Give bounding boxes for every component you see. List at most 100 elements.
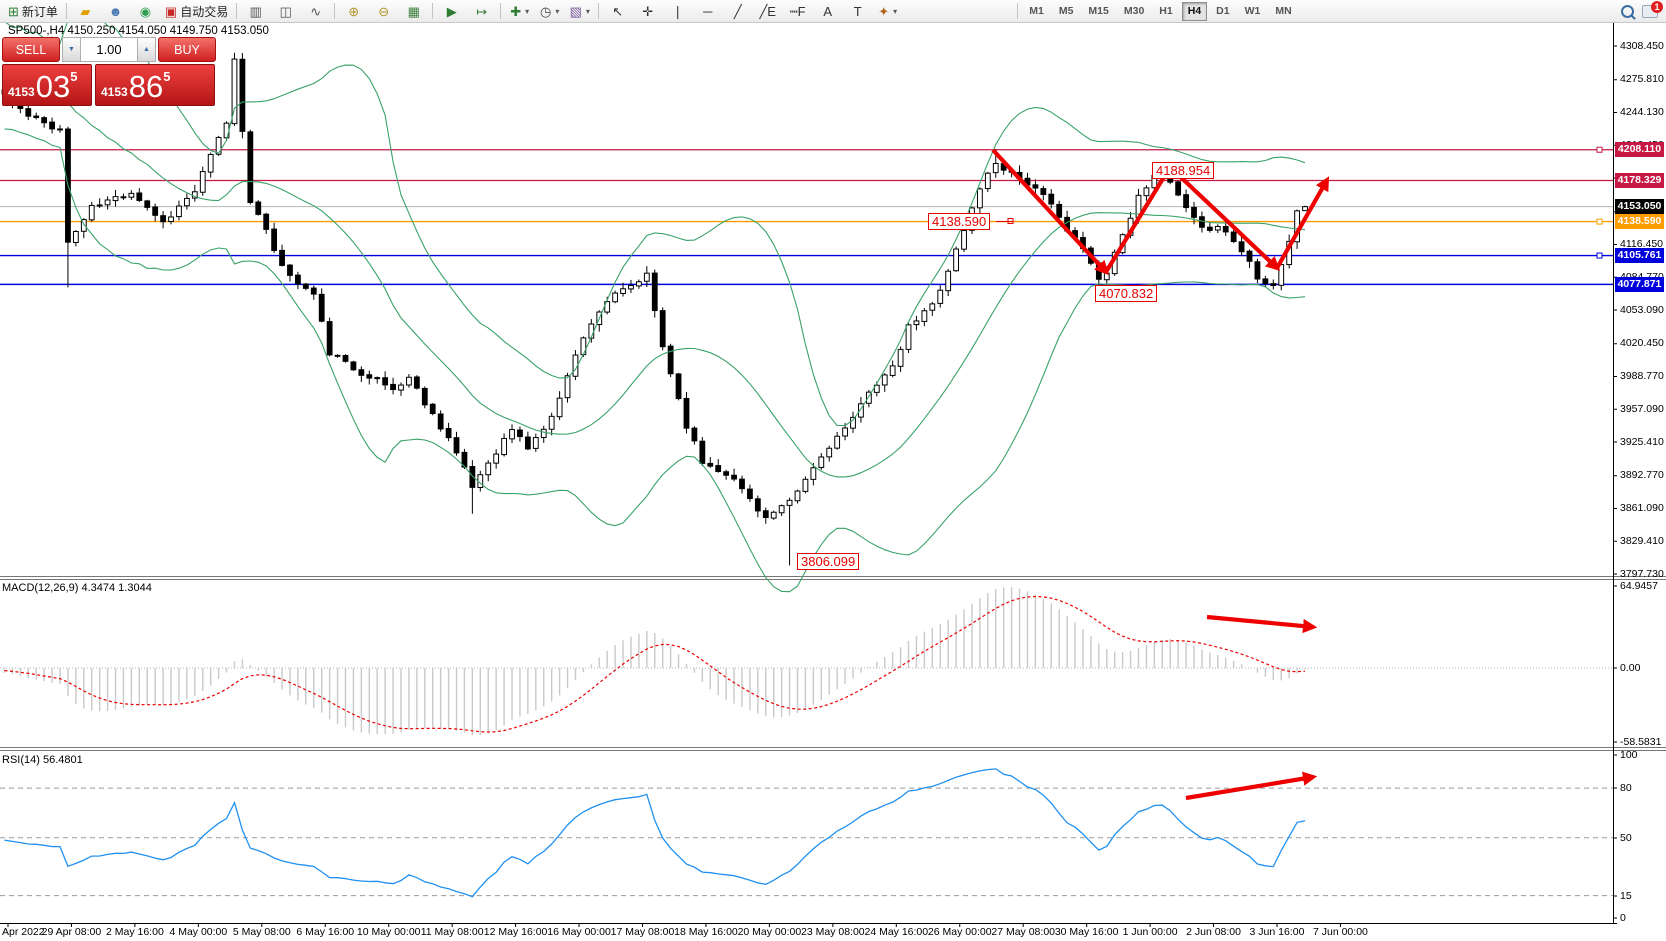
timeframe-m30-button[interactable]: M30 (1123, 5, 1145, 17)
timeframe-w1-button[interactable]: W1 (1244, 5, 1261, 17)
autotrade-button-label: 自动交易 (180, 4, 229, 19)
buy-price[interactable]: 4153 86 5 (95, 64, 215, 106)
channel-icon: ╱E (759, 3, 776, 19)
vertical-line-icon: ❘ (672, 3, 684, 19)
templates-icon: ▧ (569, 3, 582, 19)
shapes-icon: ✦ (878, 3, 890, 19)
chevron-down-icon: ▾ (893, 6, 898, 16)
macd-histogram (0, 587, 1613, 736)
timeframe-h1-button[interactable]: H1 (1159, 5, 1173, 17)
periods-icon: ◷ (540, 3, 552, 19)
zoom-out-button[interactable]: ⊖ (369, 1, 398, 22)
chart-shift-button[interactable]: ↦ (467, 1, 496, 22)
chevron-down-icon: ▾ (555, 6, 560, 16)
sell-price-prefix: 4153 (8, 85, 35, 99)
macd-label: MACD(12,26,9) 4.3474 1.3044 (2, 582, 152, 594)
toolbar-separator (236, 3, 238, 19)
eraser-icon: ▰ (80, 3, 91, 19)
toolbar-separator (432, 3, 434, 19)
trendline-icon: ╱ (733, 3, 742, 19)
crosshair-icon: ✛ (642, 3, 654, 19)
toolbar-separator (334, 3, 336, 19)
timeframe-m5-button[interactable]: M5 (1058, 5, 1074, 17)
horizontal-line-button[interactable]: ─ (693, 1, 722, 22)
vertical-line-button[interactable]: ❘ (663, 1, 692, 22)
candlestick-button[interactable]: ◫ (271, 1, 300, 22)
volume-input[interactable]: 1.00 (81, 37, 137, 62)
chevron-down-icon: ▾ (585, 6, 590, 16)
chevron-down-icon: ▾ (525, 6, 530, 16)
new-order-icon: ⊞ (8, 3, 19, 19)
level-line-handle[interactable] (1596, 218, 1603, 225)
auto-scroll-icon: ▶ (446, 3, 457, 19)
trendline-button[interactable]: ╱ (723, 1, 752, 22)
indicators-icon: ✚ (510, 3, 522, 19)
level-lines[interactable] (0, 146, 1613, 286)
timeframe-m1-button[interactable]: M1 (1029, 5, 1044, 17)
sell-price-pip: 5 (70, 69, 78, 84)
toolbar-separator (1017, 3, 1019, 19)
eraser-button[interactable]: ▰ (71, 1, 100, 22)
toolbar-separator (500, 3, 502, 19)
notification-badge: 1 (1651, 0, 1663, 13)
cursor-button[interactable]: ↖ (603, 1, 632, 22)
new-order-button[interactable]: ⊞ 新订单 (4, 1, 62, 22)
search-icon[interactable] (1621, 4, 1634, 18)
sell-price[interactable]: 4153 03 5 (2, 64, 92, 106)
periods-button[interactable]: ◷ ▾ (535, 1, 564, 22)
chart-shift-icon: ↦ (476, 3, 488, 19)
chat-icon[interactable]: 1 (1642, 0, 1663, 18)
profile-icon: ☻ (108, 3, 123, 19)
crosshair-button[interactable]: ✛ (633, 1, 662, 22)
line-chart-button[interactable]: ∿ (301, 1, 330, 22)
timeframe-m15-button[interactable]: M15 (1088, 5, 1109, 17)
buy-price-prefix: 4153 (101, 85, 128, 99)
one-click-trading-panel: SELL ▼ 1.00 ▲ BUY 4153 03 5 4153 86 5 (2, 37, 216, 106)
auto-scroll-button[interactable]: ▶ (437, 1, 466, 22)
volume-increase-button[interactable]: ▲ (137, 37, 156, 62)
tile-windows-button[interactable]: ▦ (399, 1, 428, 22)
rsi-label: RSI(14) 56.4801 (2, 754, 83, 766)
autotrade-icon: ▣ (164, 3, 178, 19)
bollinger-bands (4, 10, 1306, 593)
level-line-handle[interactable] (1596, 146, 1603, 153)
buy-price-main: 86 (128, 69, 164, 104)
timeframe-h4-button[interactable]: H4 (1181, 1, 1208, 21)
candlestick-series[interactable] (1, 52, 1308, 566)
candlestick-icon: ◫ (279, 3, 292, 19)
indicators-button[interactable]: ✚ ▾ (505, 1, 534, 22)
sell-button[interactable]: SELL (2, 37, 60, 62)
signal-button[interactable]: ◉ (131, 1, 160, 22)
timeframe-mn-button[interactable]: MN (1275, 5, 1292, 17)
triangle-up-icon: ▲ (143, 46, 150, 53)
level-line-handle[interactable] (1596, 252, 1603, 259)
profile-button[interactable]: ☻ (101, 1, 130, 22)
zoom-in-icon: ⊕ (348, 3, 360, 19)
tile-windows-icon: ▦ (407, 3, 420, 19)
chart-symbol-ohlc: SP500-,H4 4150.250 4154.050 4149.750 415… (8, 25, 269, 37)
buy-button[interactable]: BUY (158, 37, 216, 62)
volume-decrease-button[interactable]: ▼ (62, 37, 81, 62)
text-button[interactable]: A (813, 1, 842, 22)
bar-chart-icon: ▥ (249, 3, 262, 19)
text-icon: A (823, 3, 833, 19)
triangle-down-icon: ▼ (68, 46, 75, 53)
timeframe-d1-button[interactable]: D1 (1216, 5, 1230, 17)
toolbar-separator (598, 3, 600, 19)
sell-price-main: 03 (35, 69, 71, 104)
zoom-out-icon: ⊖ (378, 3, 390, 19)
fibonacci-button[interactable]: ┉F (783, 1, 812, 22)
trend-arrows[interactable] (991, 148, 1330, 801)
signal-icon: ◉ (139, 3, 152, 19)
rsi-line (4, 768, 1306, 898)
fibonacci-icon: ┉F (789, 3, 806, 19)
autotrade-button[interactable]: ▣ 自动交易 (161, 1, 232, 22)
line-chart-icon: ∿ (310, 3, 322, 19)
templates-button[interactable]: ▧ ▾ (565, 1, 594, 22)
channel-button[interactable]: ╱E (753, 1, 782, 22)
zoom-in-button[interactable]: ⊕ (339, 1, 368, 22)
label-button[interactable]: T (843, 1, 872, 22)
shapes-button[interactable]: ✦ ▾ (873, 1, 902, 22)
bar-chart-button[interactable]: ▥ (241, 1, 270, 22)
